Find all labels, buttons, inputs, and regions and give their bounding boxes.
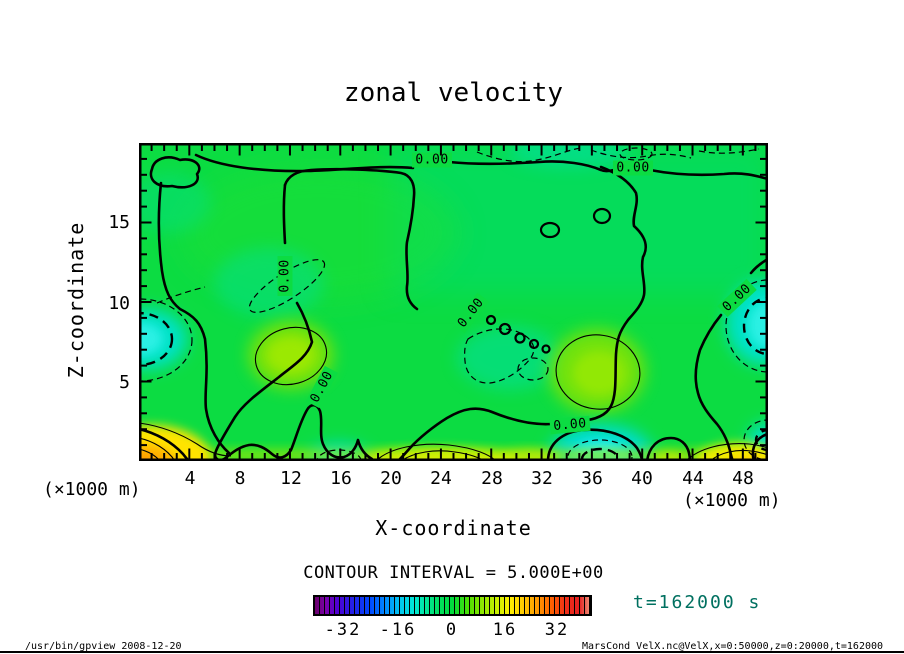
footer-data-source: MarsCond_VelX.nc@VelX,x=0:50000,z=0:2000… — [582, 641, 884, 652]
footer-divider-line — [0, 651, 904, 653]
x-tick-44: 44 — [682, 468, 704, 489]
plot-frame — [139, 143, 768, 461]
x-tick-8: 8 — [234, 468, 246, 489]
x-tick-36: 36 — [581, 468, 603, 489]
contour-label: 0.00 — [415, 153, 448, 168]
contour-label: 0.00 — [553, 416, 587, 434]
contour-label: 0.00 — [278, 259, 293, 292]
colorbar-tick--16: -16 — [379, 620, 417, 640]
contour-plot: 0.00 0.00 0.00 0.00 0.00 0.00 0.00 — [139, 143, 768, 461]
x-tick-4: 4 — [184, 468, 196, 489]
colorbar-tick-0: 0 — [445, 620, 459, 640]
colorbar-tick--32: -32 — [324, 620, 362, 640]
x-tick-28: 28 — [481, 468, 503, 489]
x-tick-24: 24 — [430, 468, 452, 489]
contour-fill-field — [139, 143, 768, 461]
x-tick-16: 16 — [330, 468, 352, 489]
z-tick-10: 10 — [108, 293, 130, 314]
colorbar — [313, 595, 592, 616]
x-tick-20: 20 — [380, 468, 402, 489]
axis-tick-marks — [141, 145, 766, 459]
x-unit-right: (×1000 m) — [683, 490, 781, 511]
contour-interval-text: CONTOUR INTERVAL = 5.000E+00 — [303, 563, 604, 583]
x-tick-48: 48 — [732, 468, 754, 489]
time-label: t=162000 s — [633, 592, 762, 613]
footer-command-date: /usr/bin/gpview 2008-12-20 — [25, 641, 182, 652]
x-axis-label: X-coordinate — [375, 516, 532, 540]
colorbar-tick-16: 16 — [492, 620, 518, 640]
plot-title: zonal velocity — [343, 78, 564, 108]
x-tick-40: 40 — [631, 468, 653, 489]
z-tick-5: 5 — [119, 372, 130, 393]
positive-contours-thin — [139, 326, 768, 461]
z-tick-15: 15 — [108, 212, 130, 233]
z-axis-label: Z-coordinate — [64, 221, 88, 379]
contour-label: 0.00 — [616, 161, 649, 176]
x-unit-left: (×1000 m) — [43, 479, 141, 500]
colorbar-tick-32: 32 — [544, 620, 570, 640]
x-tick-32: 32 — [531, 468, 553, 489]
contour-labels: 0.00 0.00 0.00 0.00 0.00 0.00 0.00 — [277, 152, 757, 435]
x-tick-12: 12 — [280, 468, 302, 489]
